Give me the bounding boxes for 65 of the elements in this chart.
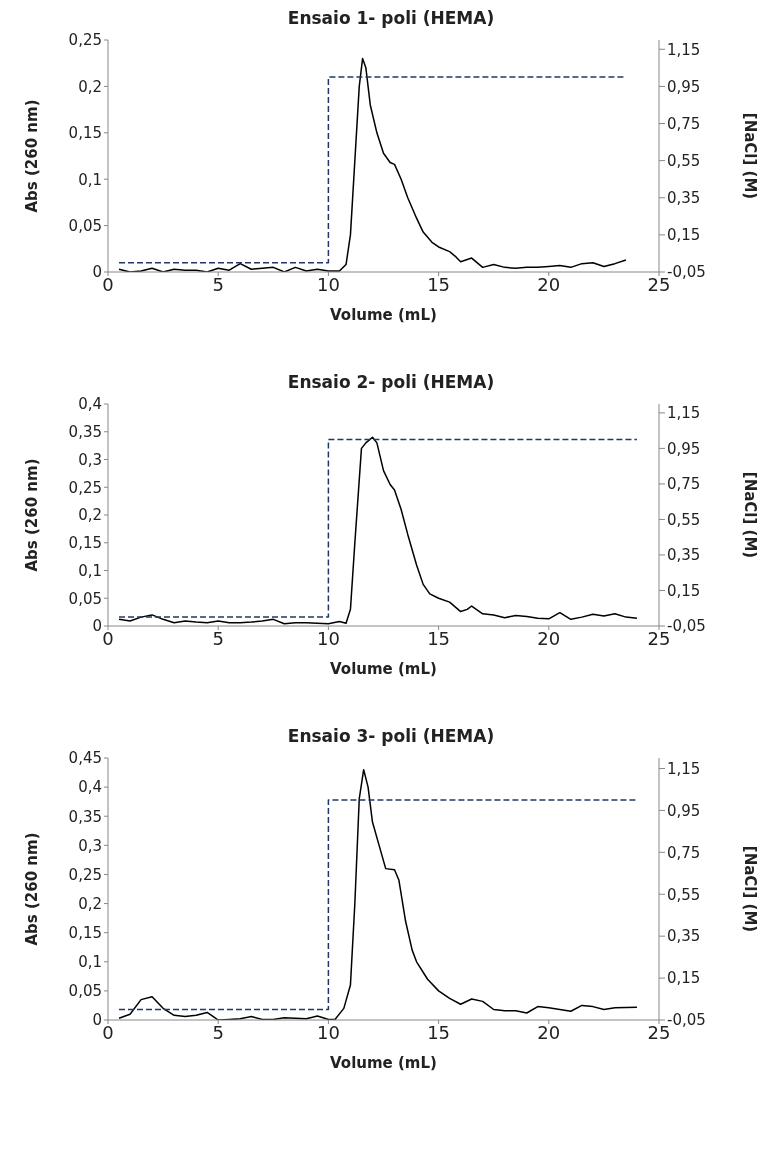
y-tick-label: 0,35 xyxy=(68,807,102,826)
x-tick-label: 20 xyxy=(537,627,561,649)
y-tick-label: 0,1 xyxy=(78,170,102,189)
x-tick-label: 15 xyxy=(427,273,451,295)
y-axis-title: Abs (260 nm) xyxy=(23,458,42,572)
y2-tick-label: 1,15 xyxy=(667,40,701,59)
y2-tick-label: 0,55 xyxy=(667,510,701,529)
chart-title: Ensaio 1- poli (HEMA) xyxy=(286,8,496,30)
y2-tick-label: 0,15 xyxy=(667,969,701,988)
y-tick-label: 0,25 xyxy=(68,478,102,497)
x-tick-label: 5 xyxy=(212,627,224,649)
y2-tick-label: 0,35 xyxy=(667,927,701,946)
y-tick-label: 0,1 xyxy=(78,561,102,580)
y-tick-label: 0,45 xyxy=(68,749,102,768)
y-tick-label: 0,25 xyxy=(68,31,102,50)
y2-tick-label: 1,15 xyxy=(667,759,701,778)
chart-title: Ensaio 3- poli (HEMA) xyxy=(286,726,496,748)
x-tick-label: 20 xyxy=(537,273,561,295)
x-tick-label: 15 xyxy=(427,1021,451,1043)
x-tick-label: 15 xyxy=(427,627,451,649)
y-tick-label: 0,15 xyxy=(68,534,102,553)
x-axis-title: Volume (mL) xyxy=(330,306,437,324)
x-axis-title: Volume (mL) xyxy=(330,660,437,678)
y-tick-label: 0,25 xyxy=(68,865,102,884)
chart-title: Ensaio 2- poli (HEMA) xyxy=(286,372,496,394)
x-tick-label: 20 xyxy=(537,1021,561,1043)
y-axis-title: Abs (260 nm) xyxy=(23,832,42,946)
y2-tick-label: 0,35 xyxy=(667,546,701,565)
x-tick-label: 5 xyxy=(212,273,224,295)
y2-axis-title: [NaCl] (M) xyxy=(740,845,759,933)
y2-tick-label: 0,75 xyxy=(667,114,701,133)
y2-tick-label: 0,15 xyxy=(667,581,701,600)
y2-tick-label: 0,95 xyxy=(667,77,701,96)
y2-tick-label: 0,15 xyxy=(667,226,701,245)
y-tick-label: 0,3 xyxy=(78,836,102,855)
y2-tick-label: 0,75 xyxy=(667,843,701,862)
x-tick-label: 5 xyxy=(212,1021,224,1043)
y2-axis-title: [NaCl] (M) xyxy=(740,471,759,559)
x-tick-label: 10 xyxy=(316,1021,340,1043)
y-tick-label: 0,2 xyxy=(78,506,102,525)
y-tick-label: 0,05 xyxy=(68,589,102,608)
y-tick-label: 0,35 xyxy=(68,423,102,442)
y-tick-label: 0,3 xyxy=(78,450,102,469)
y-tick-label: 0,1 xyxy=(78,953,102,972)
y2-tick-label: 0,95 xyxy=(667,801,701,820)
y2-tick-label: 0,75 xyxy=(667,475,701,494)
y2-tick-label: 0,95 xyxy=(667,439,701,458)
y-tick-label: 0,4 xyxy=(78,395,102,414)
y2-tick-label: 0,35 xyxy=(667,189,701,208)
y-tick-label: 0,05 xyxy=(68,216,102,235)
x-tick-label: 10 xyxy=(316,273,340,295)
y-tick-label: 0,15 xyxy=(68,124,102,143)
y-tick-label: 0,2 xyxy=(78,894,102,913)
y2-tick-label: 0,55 xyxy=(667,885,701,904)
x-tick-label: 10 xyxy=(316,627,340,649)
y-tick-label: 0,2 xyxy=(78,77,102,96)
y-axis-title: Abs (260 nm) xyxy=(23,99,42,213)
x-axis-title: Volume (mL) xyxy=(330,1054,437,1072)
y-tick-label: 0,4 xyxy=(78,778,102,797)
y2-axis-title: [NaCl] (M) xyxy=(740,112,759,200)
y2-tick-label: 1,15 xyxy=(667,404,701,423)
y2-tick-label: 0,55 xyxy=(667,151,701,170)
y-tick-label: 0,15 xyxy=(68,923,102,942)
line-series xyxy=(118,768,638,1020)
y-tick-label: 0,05 xyxy=(68,982,102,1001)
